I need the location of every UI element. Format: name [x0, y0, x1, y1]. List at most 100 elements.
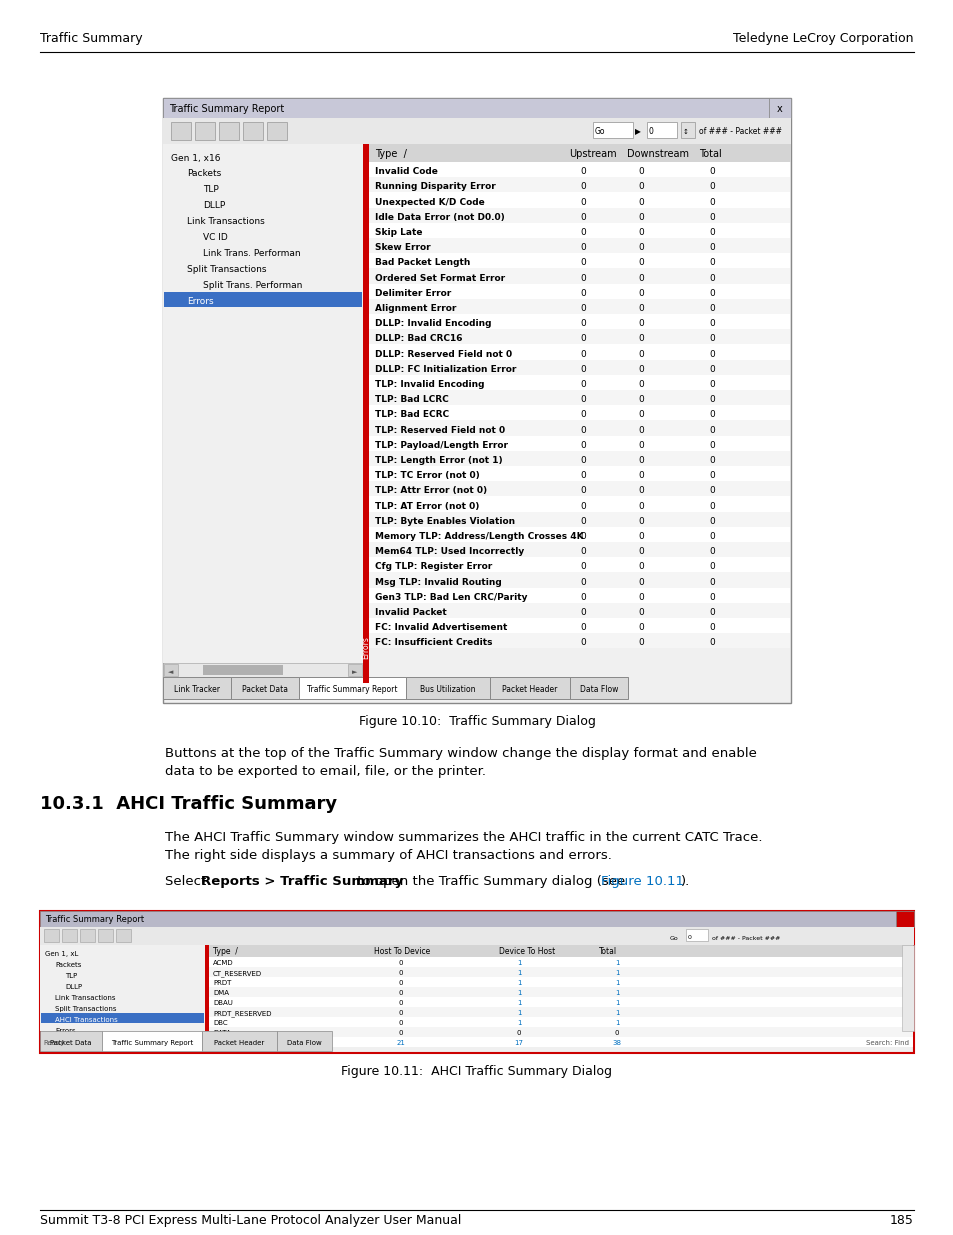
Bar [369, 268, 789, 284]
Text: Idle Data Error (not D0.0): Idle Data Error (not D0.0) [375, 212, 504, 222]
Text: 0: 0 [638, 516, 643, 526]
Bar [209, 945, 912, 957]
Text: Total: Total [699, 149, 721, 159]
Text: TLP: Attr Error (not 0): TLP: Attr Error (not 0) [375, 487, 487, 495]
Text: 0: 0 [708, 487, 714, 495]
Bar [369, 222, 789, 238]
Bar [369, 527, 789, 542]
Text: FC: Invalid Advertisement: FC: Invalid Advertisement [375, 624, 507, 632]
Text: Errors: Errors [187, 298, 213, 306]
Text: 0: 0 [638, 395, 643, 404]
Text: ↕: ↕ [682, 128, 688, 135]
Bar [205, 945, 209, 1031]
Bar [41, 1013, 204, 1023]
Text: Packets: Packets [187, 169, 221, 179]
Bar [369, 284, 789, 299]
Text: 0: 0 [708, 472, 714, 480]
Text: 0: 0 [579, 289, 585, 298]
Bar [369, 634, 789, 648]
Text: 1: 1 [614, 990, 618, 995]
Text: 0: 0 [638, 547, 643, 556]
Bar [369, 193, 789, 207]
Text: 1: 1 [517, 1010, 520, 1016]
Text: 0: 0 [638, 410, 643, 420]
Bar [369, 482, 789, 496]
Bar [406, 677, 490, 699]
Text: Select: Select [165, 876, 211, 888]
Text: 0: 0 [708, 350, 714, 358]
Text: Split Transactions: Split Transactions [55, 1007, 116, 1011]
Text: 0: 0 [398, 990, 403, 995]
Text: 0: 0 [638, 319, 643, 329]
Text: 0: 0 [638, 608, 643, 618]
Text: 0: 0 [708, 289, 714, 298]
Text: Invalid Packet: Invalid Packet [375, 608, 446, 618]
Bar [209, 997, 912, 1007]
Text: Packet Header: Packet Header [213, 1040, 264, 1046]
Text: Data Flow: Data Flow [579, 685, 618, 694]
Bar [369, 451, 789, 466]
Text: VC ID: VC ID [203, 233, 228, 242]
Bar [40, 911, 913, 1053]
Bar [369, 496, 789, 511]
Text: TLP: TLP [65, 973, 77, 979]
Bar [369, 511, 789, 527]
Bar [369, 466, 789, 482]
Bar [276, 1031, 332, 1051]
Bar [369, 314, 789, 330]
Text: Errors: Errors [213, 1040, 233, 1046]
Bar [209, 987, 912, 997]
Bar [369, 345, 789, 359]
Bar [163, 98, 790, 703]
Bar [680, 122, 695, 138]
Bar [768, 98, 790, 119]
Text: 0: 0 [638, 380, 643, 389]
Text: 17: 17 [514, 1040, 523, 1046]
Text: 1: 1 [517, 990, 520, 995]
Text: Buttons at the top of the Traffic Summary window change the display format and e: Buttons at the top of the Traffic Summar… [165, 747, 756, 760]
Text: TLP: TLP [203, 185, 218, 194]
Text: Link Transactions: Link Transactions [187, 217, 265, 226]
Bar [298, 677, 406, 699]
Text: Skip Late: Skip Late [375, 228, 422, 237]
Text: 0: 0 [579, 364, 585, 374]
Text: DLLP: DLLP [65, 984, 82, 990]
Text: 0: 0 [708, 426, 714, 435]
Text: 0: 0 [638, 562, 643, 572]
Text: TLP: Bad LCRC: TLP: Bad LCRC [375, 395, 448, 404]
Text: 1: 1 [614, 1010, 618, 1016]
Text: 0: 0 [579, 274, 585, 283]
Bar [40, 945, 205, 1031]
Bar [369, 299, 789, 314]
Text: Packets: Packets [55, 962, 81, 968]
Bar [369, 618, 789, 634]
Text: 0: 0 [638, 335, 643, 343]
Text: Unexpected K/D Code: Unexpected K/D Code [375, 198, 484, 206]
Text: 0: 0 [708, 456, 714, 466]
Text: Summit T3-8 PCI Express Multi-Lane Protocol Analyzer User Manual: Summit T3-8 PCI Express Multi-Lane Proto… [40, 1214, 461, 1228]
Text: 0: 0 [638, 167, 643, 177]
Text: ◄: ◄ [168, 669, 173, 676]
Text: ►: ► [352, 669, 357, 676]
Text: 1: 1 [614, 1020, 618, 1026]
Text: 0: 0 [638, 198, 643, 206]
Text: 0: 0 [708, 319, 714, 329]
Text: Split Trans. Performan: Split Trans. Performan [203, 282, 302, 290]
Text: 0: 0 [638, 456, 643, 466]
Text: 0: 0 [579, 638, 585, 647]
Text: Data Flow: Data Flow [286, 1040, 321, 1046]
Text: 0: 0 [687, 935, 691, 940]
Bar [164, 664, 178, 676]
Text: x: x [777, 104, 782, 114]
Bar [62, 929, 77, 942]
Text: 0: 0 [579, 472, 585, 480]
Text: 0: 0 [398, 1000, 403, 1007]
Text: 1: 1 [614, 981, 618, 986]
Bar [901, 945, 913, 1031]
Text: 0: 0 [579, 593, 585, 601]
Text: Invalid Code: Invalid Code [375, 167, 437, 177]
Text: 1: 1 [517, 1020, 520, 1026]
Text: 38: 38 [612, 1040, 620, 1046]
Text: DLLP: FC Initialization Error: DLLP: FC Initialization Error [375, 364, 516, 374]
Text: 0: 0 [579, 380, 585, 389]
